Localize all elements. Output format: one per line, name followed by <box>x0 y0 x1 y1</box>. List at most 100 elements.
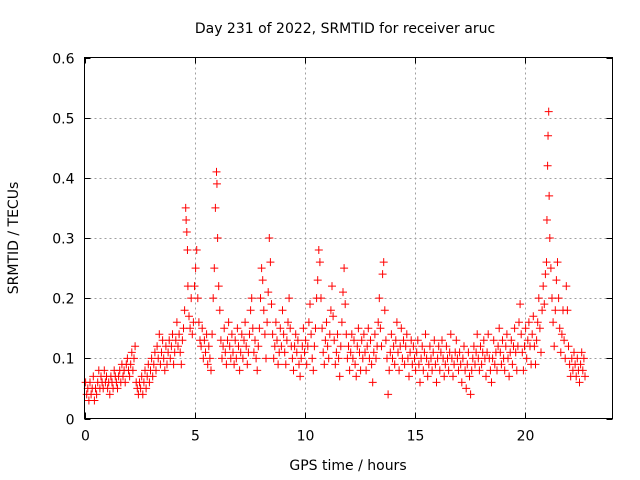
data-point <box>174 342 182 351</box>
data-point <box>465 372 474 381</box>
data-point <box>328 282 336 291</box>
data-point <box>462 384 471 393</box>
data-point <box>333 330 342 339</box>
data-point <box>255 324 264 333</box>
data-point <box>259 306 268 315</box>
data-point <box>534 294 543 303</box>
x-tick-label: 5 <box>191 429 200 445</box>
data-point <box>392 318 401 327</box>
data-point <box>350 336 358 345</box>
data-point <box>504 354 512 363</box>
y-tick-label: 0.6 <box>52 52 74 68</box>
data-point <box>399 336 408 345</box>
data-point <box>221 348 230 357</box>
data-point <box>178 336 187 345</box>
data-point <box>213 234 222 242</box>
data-point <box>223 336 232 345</box>
data-point <box>256 294 265 303</box>
data-point <box>377 342 386 351</box>
data-point <box>282 336 291 345</box>
data-point <box>577 348 586 357</box>
data-point <box>523 336 532 345</box>
data-point <box>235 366 244 375</box>
data-point <box>334 354 343 363</box>
data-point <box>367 360 376 369</box>
data-point <box>302 360 311 369</box>
data-point <box>330 336 339 345</box>
data-point <box>560 336 569 345</box>
data-point <box>554 294 563 303</box>
data-point <box>379 258 388 267</box>
x-tick-label: 10 <box>297 429 315 445</box>
data-point <box>516 300 525 309</box>
data-point <box>292 348 301 357</box>
data-point <box>329 312 338 321</box>
data-point <box>542 258 551 267</box>
data-point <box>435 366 444 375</box>
data-point <box>254 342 263 351</box>
data-point <box>337 318 346 327</box>
data-point <box>208 330 217 339</box>
data-point <box>540 300 549 309</box>
data-point <box>207 366 215 375</box>
data-point <box>291 330 300 339</box>
data-point <box>538 306 547 315</box>
data-point <box>539 282 548 291</box>
data-point <box>546 264 555 273</box>
data-point <box>113 384 122 393</box>
data-point <box>324 354 333 363</box>
data-point <box>482 372 490 381</box>
data-point <box>105 390 114 399</box>
data-point <box>280 348 289 357</box>
y-tick-label: 0.2 <box>52 292 74 308</box>
data-point <box>362 366 371 375</box>
data-point <box>390 360 399 369</box>
data-point <box>476 342 485 351</box>
data-point <box>420 348 429 357</box>
data-point <box>210 264 219 273</box>
data-point <box>205 354 214 363</box>
data-point <box>126 360 135 369</box>
data-point <box>405 372 413 381</box>
data-point <box>185 312 193 321</box>
data-point <box>508 360 517 369</box>
data-point <box>90 396 99 405</box>
data-point <box>557 330 566 339</box>
y-axis: 0 0.1 0.2 0.3 0.4 0.5 0.6 <box>52 52 613 429</box>
data-point <box>319 348 328 357</box>
data-point <box>236 348 245 357</box>
data-point <box>268 330 277 339</box>
data-point <box>419 366 428 375</box>
data-point <box>353 342 362 351</box>
y-tick-label: 0 <box>66 413 75 429</box>
data-point <box>533 318 542 327</box>
data-point <box>369 348 378 357</box>
data-point <box>496 348 505 357</box>
data-point <box>258 276 267 285</box>
data-point <box>289 366 298 375</box>
data-point <box>266 258 275 267</box>
data-point <box>528 330 537 339</box>
data-point <box>307 330 316 339</box>
data-point <box>177 360 186 369</box>
data-point <box>128 366 137 375</box>
data-point <box>180 306 189 315</box>
data-point <box>497 360 506 369</box>
data-point <box>304 318 313 327</box>
data-point <box>545 191 554 200</box>
data-point <box>352 372 361 381</box>
data-point <box>395 366 404 375</box>
data-point <box>313 276 322 285</box>
data-point <box>517 330 526 339</box>
data-point <box>203 360 212 369</box>
data-point <box>363 342 372 351</box>
data-point <box>242 342 251 351</box>
data-point <box>155 330 164 339</box>
data-point <box>300 348 309 357</box>
data-point <box>413 336 422 345</box>
data-point <box>262 354 270 363</box>
data-point <box>370 330 379 339</box>
data-point <box>438 336 446 345</box>
y-tick-label: 0.1 <box>52 352 74 368</box>
data-point <box>153 342 162 351</box>
